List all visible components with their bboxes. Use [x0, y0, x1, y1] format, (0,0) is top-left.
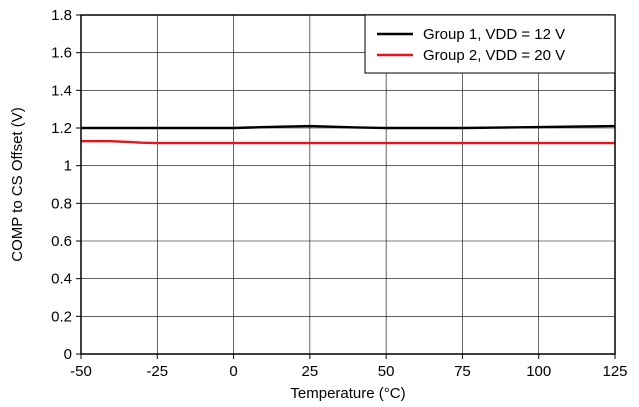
y-tick-label: 0.8: [51, 195, 72, 212]
plot-area-frame: [80, 14, 616, 355]
series-line-1: [81, 124, 616, 130]
legend-label-2: Group 2, VDD = 20 V: [423, 47, 565, 64]
x-tick-label: 50: [378, 363, 395, 380]
series-layer: [81, 124, 616, 145]
x-tick-label: -50: [70, 363, 92, 380]
x-tick-label: 75: [454, 363, 471, 380]
x-tick-label: 100: [526, 363, 551, 380]
y-axis-title: COMP to CS Offset (V): [9, 107, 26, 261]
x-axis-ticks: -50 -25 0 25 50 75 100 125: [70, 354, 628, 380]
y-tick-label: 0.6: [51, 233, 72, 250]
legend: Group 1, VDD = 12 V Group 2, VDD = 20 V: [364, 14, 616, 74]
y-tick-label: 1: [64, 158, 72, 175]
x-tick-label: 125: [602, 363, 627, 380]
y-tick-label: 1.8: [51, 7, 72, 24]
legend-label-1: Group 1, VDD = 12 V: [423, 26, 565, 43]
y-axis-ticks: 0 0.2 0.4 0.6 0.8 1 1.2 1.4 1.6 1.8: [51, 7, 81, 363]
y-tick-label: 1.6: [51, 45, 72, 62]
x-tick-label: 0: [229, 363, 237, 380]
x-axis-title: Temperature (°C): [290, 385, 405, 402]
legend-box: [364, 14, 616, 74]
y-tick-label: 0.4: [51, 271, 72, 288]
y-tick-label: 0.2: [51, 308, 72, 325]
x-tick-label: -25: [146, 363, 168, 380]
y-tick-label: 1.4: [51, 82, 72, 99]
series-line-2: [81, 139, 615, 145]
y-tick-label: 0: [64, 346, 72, 363]
x-tick-label: 25: [302, 363, 319, 380]
y-tick-label: 1.2: [51, 120, 72, 137]
